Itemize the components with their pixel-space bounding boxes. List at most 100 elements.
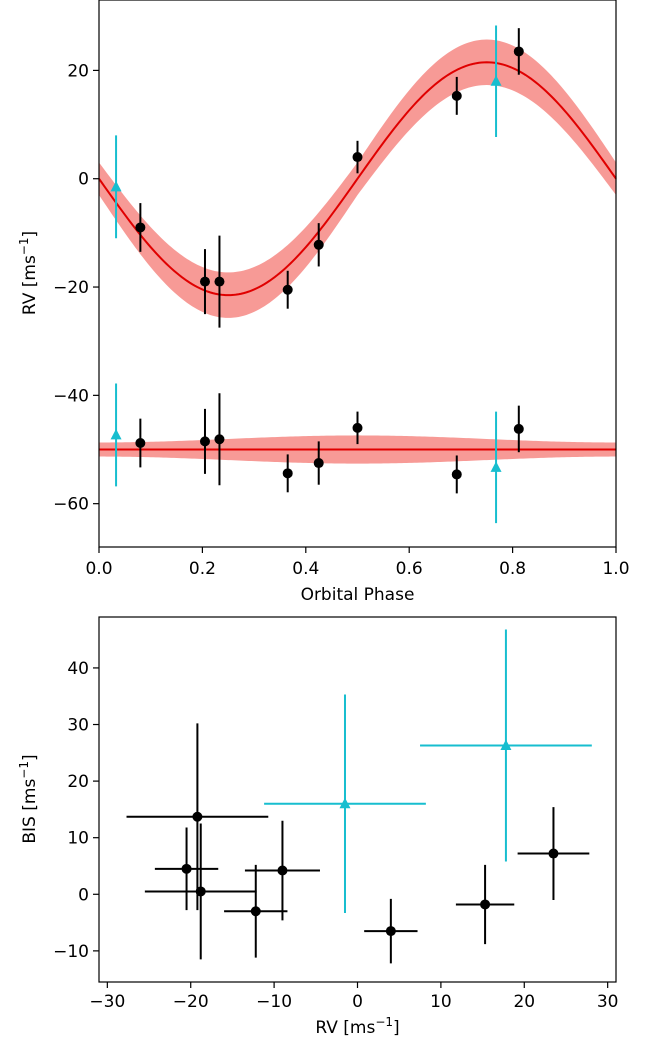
data-marker [250, 906, 261, 917]
rv-phase-x-ticks: 0.0 0.2 0.4 0.6 0.8 1.0 [85, 547, 630, 579]
harps-point-0 [135, 203, 146, 252]
harps-point-7 [517, 807, 590, 900]
data-marker [282, 468, 293, 479]
harps-point-15 [513, 405, 524, 453]
harps-point-3 [282, 270, 293, 309]
data-marker [352, 152, 363, 163]
data-marker [135, 438, 146, 449]
data-marker [110, 180, 122, 192]
data-marker [352, 422, 363, 433]
data-marker [339, 797, 351, 809]
y-tick-label: 0 [78, 170, 89, 190]
x-tick-label: −10 [256, 992, 292, 1012]
data-marker [513, 46, 524, 57]
bis-rv-y-axis-label: BIS [ms−1] [17, 754, 40, 843]
y-tick-label: −60 [53, 495, 89, 515]
data-marker [214, 434, 225, 445]
triangle-point-1 [420, 629, 592, 862]
harps-point-4 [224, 864, 288, 958]
harps-point-5 [352, 140, 363, 174]
harps-point-12 [313, 441, 324, 485]
data-marker [451, 469, 462, 480]
y-tick-label: −40 [53, 386, 89, 406]
bis-rv-x-axis-label-sup: −1 [375, 1015, 393, 1029]
harps-point-2 [144, 823, 257, 960]
data-marker [548, 848, 559, 859]
data-marker [181, 863, 192, 874]
y-tick-label: −10 [53, 942, 89, 962]
bis-rv-y-axis-label-main: BIS [ms [20, 779, 40, 844]
x-tick-label: 10 [430, 992, 452, 1012]
y-tick-label: −20 [53, 278, 89, 298]
harps-point-11 [282, 454, 293, 493]
x-tick-label: −30 [89, 992, 125, 1012]
data-marker [192, 811, 203, 822]
x-tick-label: 1.0 [602, 559, 629, 579]
harps-point-7 [513, 28, 524, 75]
harps-point-14 [451, 455, 462, 494]
harps-point-9 [199, 408, 210, 474]
data-marker [199, 436, 210, 447]
data-marker [500, 739, 512, 750]
data-marker [313, 239, 324, 250]
model-curve-0 [98, 61, 617, 297]
rv-phase-y-axis-label-close: ] [20, 231, 40, 238]
rv-phase-y-axis-label-sup: −1 [17, 237, 31, 255]
rv-phase-y-ticks: 20 0 −20 −40 −60 [53, 61, 99, 515]
y-tick-label: 10 [67, 829, 89, 849]
harps-point-8 [135, 418, 146, 468]
data-marker [480, 899, 491, 910]
rv-phase-y-axis-label-main: RV [ms [20, 255, 40, 315]
x-tick-label: 0.6 [396, 559, 423, 579]
data-marker [282, 284, 293, 295]
data-marker [385, 926, 396, 937]
triangle-point-1 [490, 25, 502, 138]
bis-rv-y-axis-label-close: ] [20, 754, 40, 761]
harps-point-1 [199, 249, 210, 315]
bis-rv-y-axis-label-sup: −1 [17, 761, 31, 779]
data-marker [199, 276, 210, 287]
x-tick-label: 0 [352, 992, 363, 1012]
x-tick-label: 20 [513, 992, 535, 1012]
bis-rv-x-axis-label-main: RV [ms [315, 1018, 375, 1038]
data-marker [195, 886, 206, 897]
data-marker [513, 423, 524, 434]
rv-phase-panel: 0.0 0.2 0.4 0.6 0.8 1.0 20 0 −20 −40 −60 Orbital … [17, 0, 630, 605]
x-tick-label: 30 [597, 992, 619, 1012]
bis-rv-axes-frame [98, 616, 617, 983]
rv-phase-plot-area [98, 25, 617, 524]
bis-rv-x-ticks: −30 −20 −10 0 10 20 30 [89, 982, 618, 1012]
data-marker [490, 461, 502, 472]
triangle-point-0 [264, 694, 426, 913]
rv-phase-axes-frame [98, 0, 617, 548]
y-tick-label: 20 [67, 772, 89, 792]
data-marker [451, 90, 462, 101]
harps-point-4 [313, 223, 324, 267]
harps-point-3 [244, 820, 320, 921]
harps-point-0 [126, 723, 269, 911]
data-marker [135, 222, 146, 233]
harps-point-2 [214, 235, 225, 328]
harps-point-13 [352, 411, 363, 445]
y-tick-label: 40 [67, 659, 89, 679]
harps-point-1 [154, 827, 219, 911]
rv-phase-x-axis-label: Orbital Phase [301, 585, 415, 605]
data-marker [214, 276, 225, 287]
harps-point-6 [451, 76, 462, 115]
data-marker [277, 865, 288, 876]
harps-point-5 [364, 898, 418, 964]
x-tick-label: −20 [173, 992, 209, 1012]
y-tick-label: 0 [78, 885, 89, 905]
data-marker [490, 75, 502, 86]
bis-rv-y-ticks: −10 0 10 20 30 40 [53, 659, 99, 962]
y-tick-label: 30 [67, 716, 89, 736]
bis-rv-x-axis-label: RV [ms−1] [315, 1015, 399, 1038]
bis-rv-plot-area [126, 629, 592, 964]
harps-point-6 [455, 864, 515, 945]
x-tick-label: 0.2 [189, 559, 216, 579]
harps-point-10 [214, 393, 225, 486]
rv-phase-y-axis-label: RV [ms−1] [17, 231, 40, 315]
bis-rv-x-axis-label-close: ] [393, 1018, 400, 1038]
